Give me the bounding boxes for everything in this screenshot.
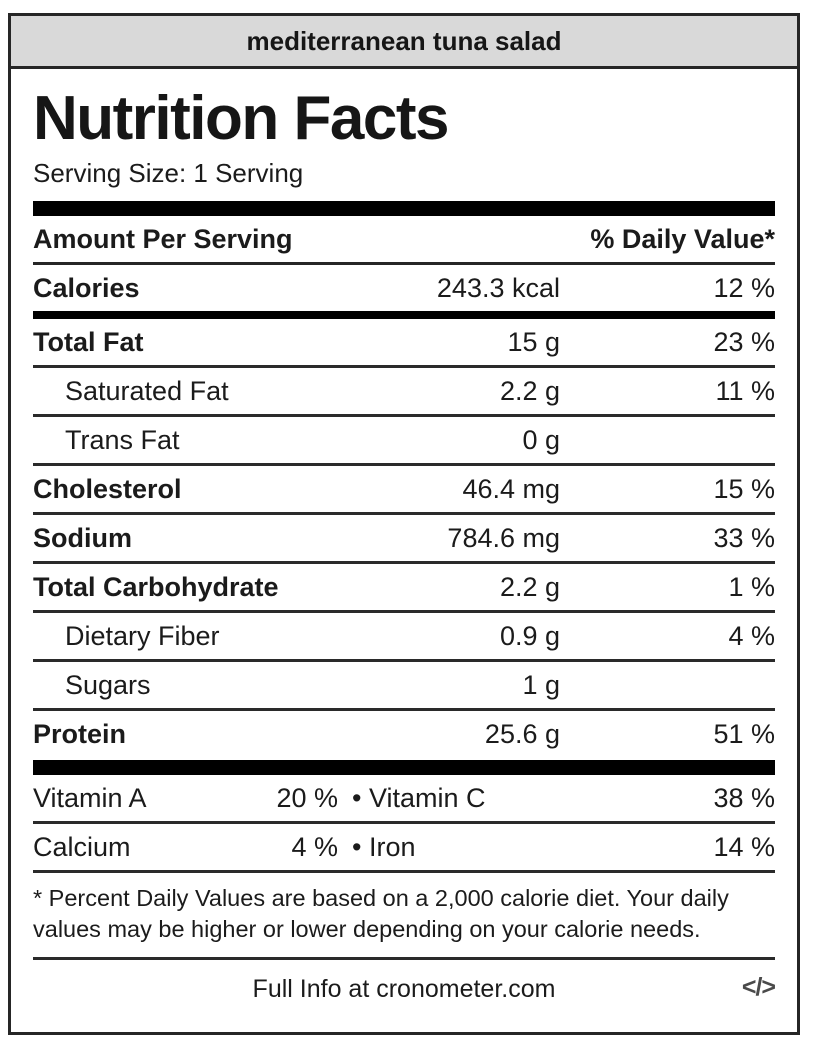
micro-left-name: Vitamin A: [33, 783, 147, 813]
nutrient-row: Saturated Fat 2.2 g 11 %: [33, 368, 775, 417]
nutrient-amount: 46.4 mg: [462, 474, 560, 504]
nutrient-amount: 25.6 g: [484, 719, 560, 749]
micronutrient-row: Calcium 4 % • Iron 14 %: [33, 824, 775, 873]
nutrient-rows: Calories 243.3 kcal 12 % Total Fat 15 g 23 % S…: [33, 265, 775, 757]
nutrient-name: Total Fat: [33, 327, 144, 357]
nutrient-amount: 0 g: [522, 425, 560, 455]
nutrient-daily-value: 1 %: [728, 572, 775, 602]
full-info-link[interactable]: Full Info at cronometer.com: [252, 975, 556, 1003]
nutrient-amount: 0.9 g: [499, 621, 560, 651]
widget-header: mediterranean tuna salad: [11, 16, 797, 69]
nutrient-daily-value: 12 %: [713, 273, 775, 303]
nutrient-name: Cholesterol: [33, 474, 182, 504]
micro-left-value: 4 %: [291, 832, 338, 862]
daily-value-footnote: * Percent Daily Values are based on a 2,…: [33, 873, 775, 960]
micronutrient-row: Vitamin A 20 % • Vitamin C 38 %: [33, 775, 775, 824]
nutrient-row: Calories 243.3 kcal 12 %: [33, 265, 775, 311]
nutrient-amount: 2.2 g: [499, 572, 560, 602]
nutrient-amount: 784.6 mg: [447, 523, 560, 553]
recipe-title: mediterranean tuna salad: [246, 25, 562, 56]
nutrient-daily-value: 4 %: [728, 621, 775, 651]
daily-value-header: % Daily Value*: [590, 224, 775, 254]
micronutrient-rows: Vitamin A 20 % • Vitamin C 38 % Calcium 4 % • …: [33, 775, 775, 873]
nutrient-row: Cholesterol 46.4 mg 15 %: [33, 466, 775, 515]
label-body: Nutrition Facts Serving Size: 1 Serving …: [11, 69, 797, 1032]
nutrient-amount: 2.2 g: [499, 376, 560, 406]
nutrient-amount: 1 g: [522, 670, 560, 700]
serving-size-text: Serving Size: 1 Serving: [33, 158, 304, 188]
nutrient-daily-value: 23 %: [713, 327, 775, 357]
label-title: Nutrition Facts: [33, 84, 449, 153]
nutrient-name: Sugars: [65, 670, 151, 700]
nutrient-amount: 243.3 kcal: [436, 273, 560, 303]
nutrient-amount: 15 g: [507, 327, 560, 357]
micro-right-value: 14 %: [713, 832, 775, 862]
micro-right-name: • Iron: [352, 832, 416, 862]
nutrient-name: Trans Fat: [65, 425, 180, 455]
nutrient-daily-value: 33 %: [713, 523, 775, 553]
nutrient-name: Calories: [33, 273, 140, 303]
nutrient-name: Sodium: [33, 523, 132, 553]
embed-code-icon[interactable]: </>: [741, 973, 776, 1001]
nutrient-row: Protein 25.6 g 51 %: [33, 711, 775, 757]
micro-left-name: Calcium: [33, 832, 131, 862]
amount-per-serving-header: Amount Per Serving: [33, 224, 293, 254]
nutrient-row: Sodium 784.6 mg 33 %: [33, 515, 775, 564]
nutrient-row: Trans Fat 0 g: [33, 417, 775, 466]
micro-right-name: • Vitamin C: [352, 783, 486, 813]
separator-bar-top: [33, 201, 775, 216]
nutrient-daily-value: 11 %: [715, 376, 775, 406]
nutrient-row: Dietary Fiber 0.9 g 4 %: [33, 613, 775, 662]
label-footer: Full Info at cronometer.com </>: [33, 960, 776, 1018]
separator-bar-calories: [33, 311, 775, 319]
micro-right-value: 38 %: [713, 783, 775, 813]
nutrient-daily-value: 15 %: [713, 474, 775, 504]
nutrient-name: Dietary Fiber: [65, 621, 220, 651]
nutrient-row: Sugars 1 g: [33, 662, 775, 711]
bottom-spacer: [33, 1018, 775, 1032]
nutrient-name: Saturated Fat: [65, 376, 229, 406]
nutrient-daily-value: 51 %: [713, 719, 775, 749]
nutrient-name: Total Carbohydrate: [33, 572, 279, 602]
nutrition-label-widget: mediterranean tuna salad Nutrition Facts…: [8, 13, 800, 1035]
column-headers: Amount Per Serving % Daily Value*: [33, 216, 775, 265]
nutrient-name: Protein: [33, 719, 127, 749]
micro-left-value: 20 %: [276, 783, 338, 813]
separator-bar-bottom: [33, 760, 775, 775]
nutrient-row: Total Carbohydrate 2.2 g 1 %: [33, 564, 775, 613]
nutrient-row: Total Fat 15 g 23 %: [33, 319, 775, 368]
